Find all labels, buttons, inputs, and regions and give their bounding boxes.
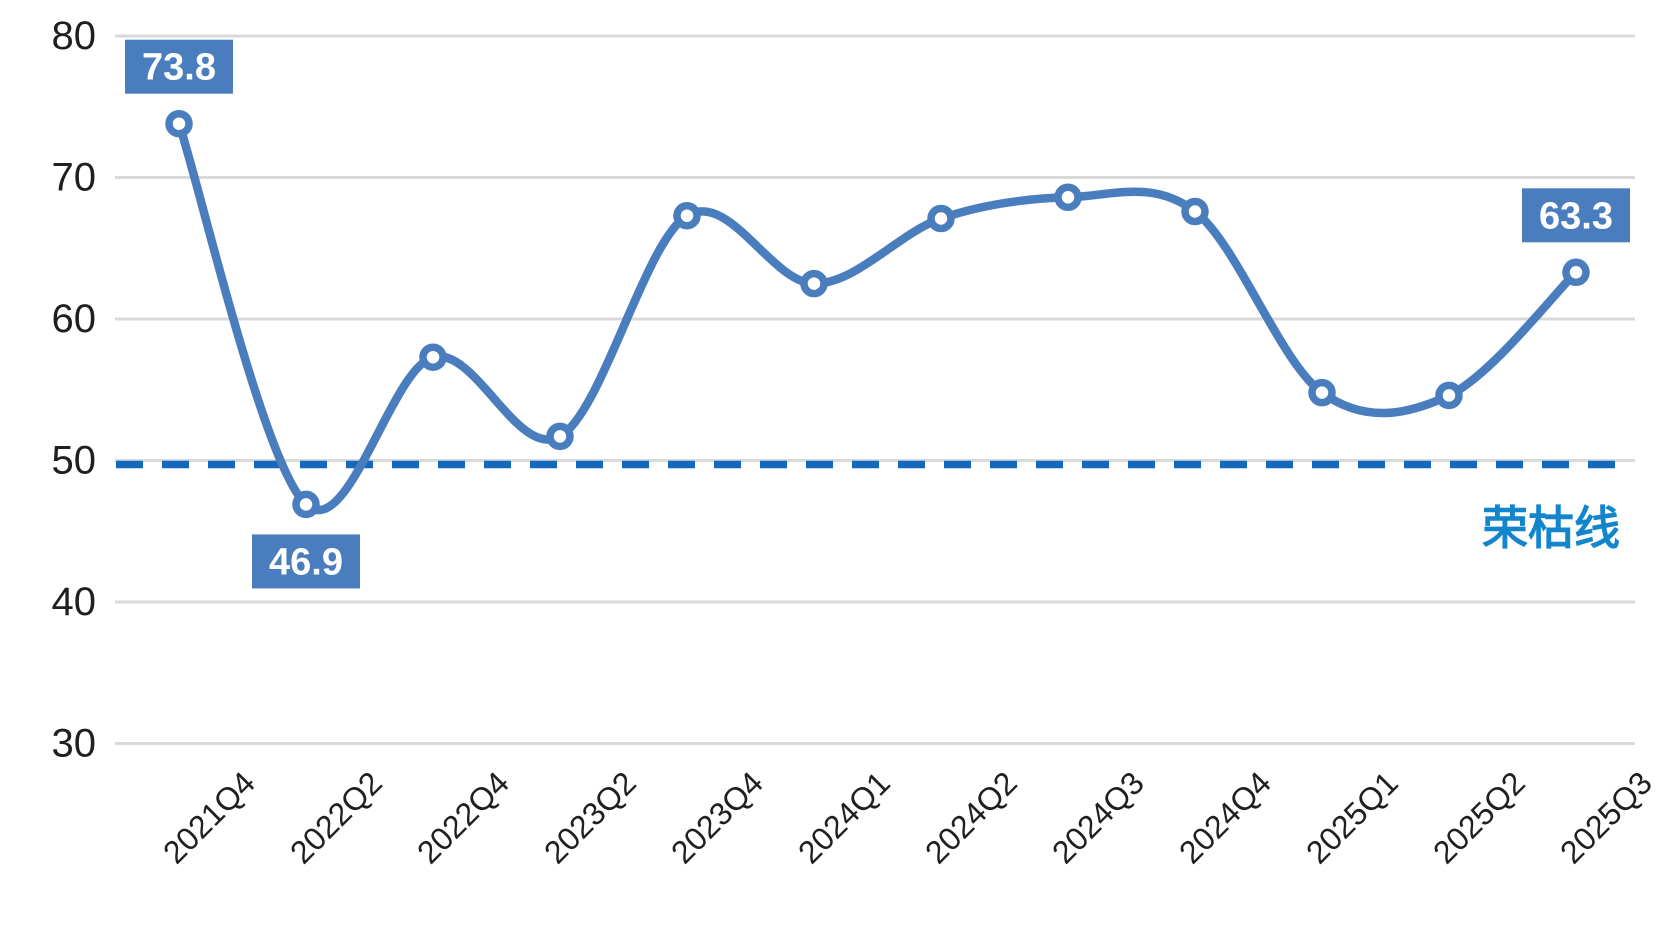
data-point-marker (292, 490, 320, 519)
x-tick-label: 2022Q2 (283, 764, 389, 870)
x-tick-label: 2025Q2 (1426, 764, 1532, 870)
data-label-box (1522, 188, 1630, 243)
y-tick-label: 80 (52, 14, 97, 58)
data-point-marker (1435, 381, 1463, 410)
x-tick-label: 2024Q1 (791, 764, 897, 870)
data-label-text: 46.9 (269, 541, 343, 583)
y-tick-label: 50 (52, 439, 97, 483)
data-label-box (125, 39, 233, 94)
data-point-marker (927, 204, 955, 233)
y-tick-label: 30 (52, 722, 97, 766)
data-label-text: 73.8 (142, 47, 216, 89)
data-point-marker (1562, 258, 1590, 287)
series-line (174, 119, 1581, 515)
x-tick-label: 2021Q4 (156, 764, 262, 870)
data-label-text: 63.3 (1539, 195, 1613, 237)
x-tick-label: 2024Q2 (918, 764, 1024, 870)
x-tick-label: 2024Q4 (1172, 764, 1278, 870)
data-point-marker (165, 109, 193, 138)
x-tick-label: 2025Q3 (1553, 764, 1659, 870)
reference-line-label: 荣枯线 (1482, 502, 1620, 554)
x-tick-label: 2025Q1 (1299, 764, 1405, 870)
data-point-marker (546, 422, 574, 451)
data-point-marker (1181, 197, 1209, 226)
y-tick-label: 40 (52, 580, 97, 624)
data-point-marker (419, 343, 447, 371)
x-tick-label: 2022Q4 (410, 764, 516, 870)
y-tick-label: 70 (52, 156, 97, 200)
y-tick-label: 60 (52, 297, 97, 341)
data-point-marker (673, 201, 701, 230)
data-point-marker (800, 269, 828, 298)
x-tick-label: 2024Q3 (1045, 764, 1151, 870)
data-point-marker (1054, 183, 1082, 212)
data-label-box (252, 534, 360, 589)
data-point-marker (1308, 378, 1336, 407)
x-tick-label: 2023Q4 (664, 764, 770, 870)
x-tick-label: 2023Q2 (537, 764, 643, 870)
